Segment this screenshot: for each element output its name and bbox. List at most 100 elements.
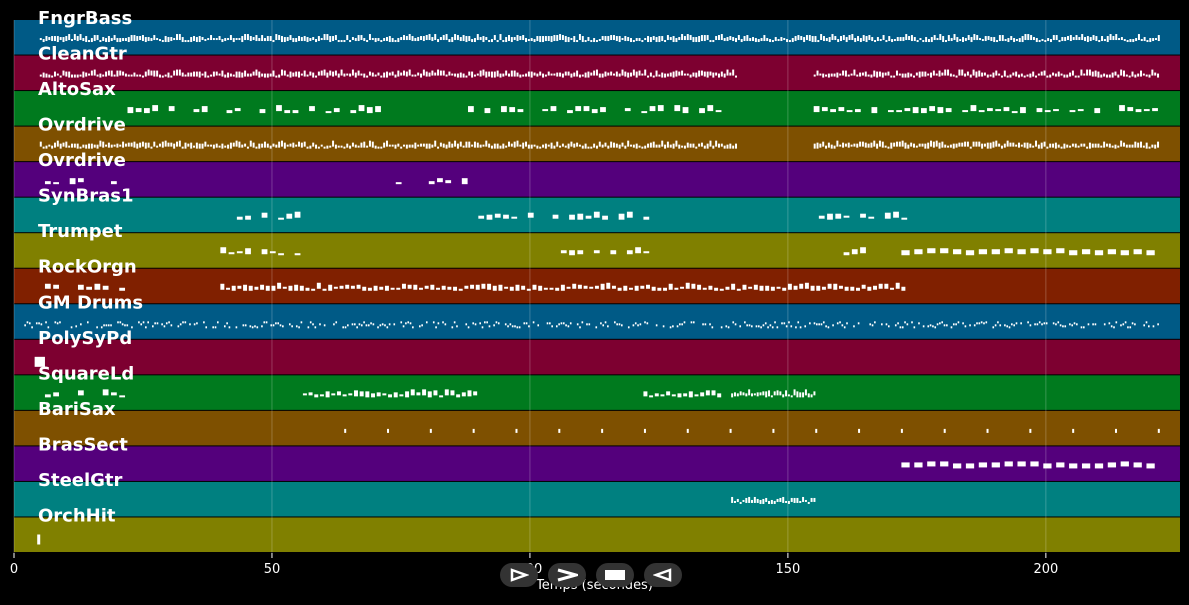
note (409, 322, 412, 325)
note (904, 142, 907, 149)
note (100, 326, 103, 329)
note (508, 141, 510, 147)
note (550, 73, 553, 76)
note (486, 321, 488, 324)
note (168, 106, 175, 112)
note (451, 73, 454, 76)
note (646, 284, 650, 289)
note (1043, 463, 1052, 469)
note (598, 39, 601, 42)
note (1069, 145, 1072, 148)
note (1145, 142, 1148, 149)
note (732, 321, 735, 324)
note (890, 142, 893, 149)
note (344, 326, 347, 329)
note (955, 75, 958, 78)
note (559, 72, 562, 77)
note (336, 391, 341, 396)
note (601, 428, 604, 433)
note (623, 285, 628, 291)
note (377, 326, 379, 329)
note (224, 74, 227, 78)
note (991, 249, 1000, 255)
note (420, 36, 423, 41)
note (1140, 141, 1143, 148)
note (465, 323, 468, 326)
note (382, 393, 387, 396)
note (236, 251, 243, 254)
note (458, 288, 463, 291)
note (800, 36, 803, 41)
note (662, 325, 665, 328)
note (93, 35, 96, 42)
note (229, 35, 232, 41)
play-button[interactable] (500, 563, 538, 587)
note (950, 38, 953, 42)
note (762, 324, 765, 327)
note (995, 140, 998, 147)
note (456, 325, 458, 328)
note (328, 284, 333, 291)
note (198, 36, 201, 43)
note (332, 71, 335, 77)
note (189, 323, 191, 326)
note (178, 34, 181, 41)
forward-button[interactable] (548, 563, 586, 587)
stop-button[interactable] (596, 563, 634, 587)
track-band (14, 375, 1180, 410)
note (511, 216, 518, 219)
note (445, 34, 448, 41)
note (207, 38, 210, 41)
note (1114, 428, 1117, 433)
note (978, 462, 988, 468)
note (283, 142, 286, 149)
note (1097, 71, 1100, 78)
note (496, 143, 499, 149)
note (902, 37, 905, 42)
note (516, 326, 519, 329)
note (513, 141, 516, 148)
note (818, 323, 820, 326)
note (985, 321, 988, 324)
note (388, 36, 391, 43)
note (620, 324, 623, 327)
note (627, 326, 630, 329)
note (816, 323, 818, 326)
note (607, 72, 610, 76)
rewind-button[interactable] (644, 563, 682, 587)
note (272, 40, 275, 43)
note (777, 39, 780, 42)
note (1003, 70, 1006, 77)
note (39, 38, 42, 41)
note (288, 285, 293, 291)
note (602, 215, 608, 220)
note (1094, 463, 1104, 469)
note (119, 70, 122, 76)
note (349, 73, 352, 77)
note (138, 321, 140, 324)
note (289, 143, 292, 147)
note (552, 214, 559, 219)
note (825, 74, 828, 77)
note (499, 34, 502, 41)
note (989, 74, 992, 77)
note (816, 70, 819, 76)
note (689, 143, 692, 148)
note (487, 283, 492, 290)
note (1040, 142, 1043, 149)
note (706, 143, 709, 149)
note (972, 141, 975, 147)
note (1100, 74, 1103, 78)
note (212, 144, 215, 149)
note (862, 35, 865, 42)
track-band (14, 410, 1180, 446)
note (448, 71, 451, 76)
note (388, 72, 391, 76)
note (899, 326, 902, 329)
note (820, 34, 823, 41)
note (428, 72, 431, 77)
note (847, 142, 850, 148)
note (770, 499, 773, 504)
note (604, 142, 607, 147)
note (774, 37, 777, 42)
